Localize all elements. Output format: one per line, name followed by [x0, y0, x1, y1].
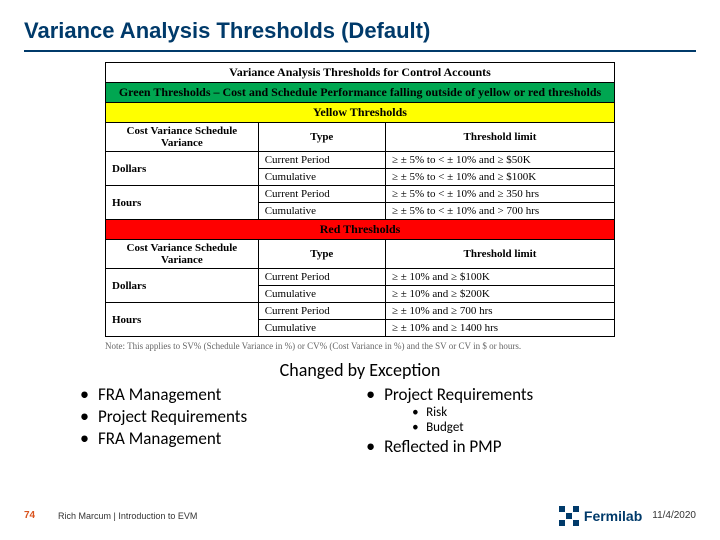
bullet-text: Risk — [426, 405, 447, 420]
page-number: 74 — [24, 510, 58, 521]
right-column: Project Requirements Risk Budget Reflect… — [366, 383, 676, 457]
cell-type: Current Period — [258, 303, 385, 320]
cell-type: Cumulative — [258, 203, 385, 220]
col-header-3: Threshold limit — [385, 123, 614, 152]
logo-icon — [559, 505, 580, 526]
threshold-table-wrap: Variance Analysis Thresholds for Control… — [105, 62, 615, 351]
table-note: Note: This applies to SV% (Schedule Vari… — [105, 341, 615, 351]
yellow-header: Yellow Thresholds — [106, 103, 615, 123]
bullet-text: Project Requirements — [384, 384, 533, 405]
list-item: Risk — [412, 405, 676, 420]
cell-type: Current Period — [258, 186, 385, 203]
footer-date: 11/4/2020 — [652, 510, 696, 521]
col-header-3b: Threshold limit — [385, 240, 614, 269]
logo-text: Fermilab — [584, 508, 642, 524]
left-bullets: FRA Management Project Requirements FRA … — [80, 383, 366, 449]
table-row: Dollars Current Period ≥ ± 5% to < ± 10%… — [106, 152, 615, 169]
fermilab-logo: Fermilab — [559, 505, 642, 526]
right-bullets-2: Reflected in PMP — [366, 435, 676, 457]
right-sub-bullets: Risk Budget — [366, 405, 676, 435]
cell-cat: Dollars — [106, 269, 259, 303]
table-row: Hours Current Period ≥ ± 10% and ≥ 700 h… — [106, 303, 615, 320]
list-item: Reflected in PMP — [366, 435, 676, 457]
threshold-table: Variance Analysis Thresholds for Control… — [105, 62, 615, 337]
col-header-1: Cost Variance Schedule Variance — [106, 123, 259, 152]
bullets-area: FRA Management Project Requirements FRA … — [24, 383, 696, 457]
cell-limit: ≥ ± 5% to < ± 10% and > 700 hrs — [385, 203, 614, 220]
table-main-header: Variance Analysis Thresholds for Control… — [106, 63, 615, 83]
list-item: FRA Management — [80, 427, 366, 449]
cell-cat: Dollars — [106, 152, 259, 186]
right-bullets: Project Requirements — [366, 383, 676, 405]
cell-limit: ≥ ± 5% to < ± 10% and ≥ $50K — [385, 152, 614, 169]
changed-heading: Changed by Exception — [24, 359, 696, 381]
cell-limit: ≥ ± 10% and ≥ $200K — [385, 286, 614, 303]
table-row: Dollars Current Period ≥ ± 10% and ≥ $10… — [106, 269, 615, 286]
bullet-text: Reflected in PMP — [384, 436, 501, 457]
cell-limit: ≥ ± 10% and ≥ 700 hrs — [385, 303, 614, 320]
bullet-text: FRA Management — [98, 384, 221, 405]
green-header: Green Thresholds – Cost and Schedule Per… — [106, 83, 615, 103]
bullet-text: Budget — [426, 420, 464, 435]
cell-limit: ≥ ± 10% and ≥ $100K — [385, 269, 614, 286]
col-header-1b: Cost Variance Schedule Variance — [106, 240, 259, 269]
footer-text: Rich Marcum | Introduction to EVM — [58, 511, 541, 521]
page-title: Variance Analysis Thresholds (Default) — [24, 18, 696, 52]
slide: Variance Analysis Thresholds (Default) V… — [0, 0, 720, 540]
cell-limit: ≥ ± 5% to < ± 10% and ≥ $100K — [385, 169, 614, 186]
cell-type: Current Period — [258, 152, 385, 169]
bullet-text: FRA Management — [98, 428, 221, 449]
list-item: Budget — [412, 420, 676, 435]
list-item: Project Requirements — [80, 405, 366, 427]
cell-limit: ≥ ± 10% and ≥ 1400 hrs — [385, 320, 614, 337]
red-header: Red Thresholds — [106, 220, 615, 240]
col-header-2b: Type — [258, 240, 385, 269]
table-row: Hours Current Period ≥ ± 5% to < ± 10% a… — [106, 186, 615, 203]
cell-limit: ≥ ± 5% to < ± 10% and ≥ 350 hrs — [385, 186, 614, 203]
cell-type: Cumulative — [258, 320, 385, 337]
col-header-2: Type — [258, 123, 385, 152]
cell-cat: Hours — [106, 186, 259, 220]
list-item: FRA Management — [80, 383, 366, 405]
cell-type: Cumulative — [258, 286, 385, 303]
list-item: Project Requirements — [366, 383, 676, 405]
cell-cat: Hours — [106, 303, 259, 337]
cell-type: Cumulative — [258, 169, 385, 186]
bullet-text: Project Requirements — [98, 406, 247, 427]
footer: 74 Rich Marcum | Introduction to EVM Fer… — [0, 505, 720, 526]
cell-type: Current Period — [258, 269, 385, 286]
left-column: FRA Management Project Requirements FRA … — [80, 383, 366, 457]
